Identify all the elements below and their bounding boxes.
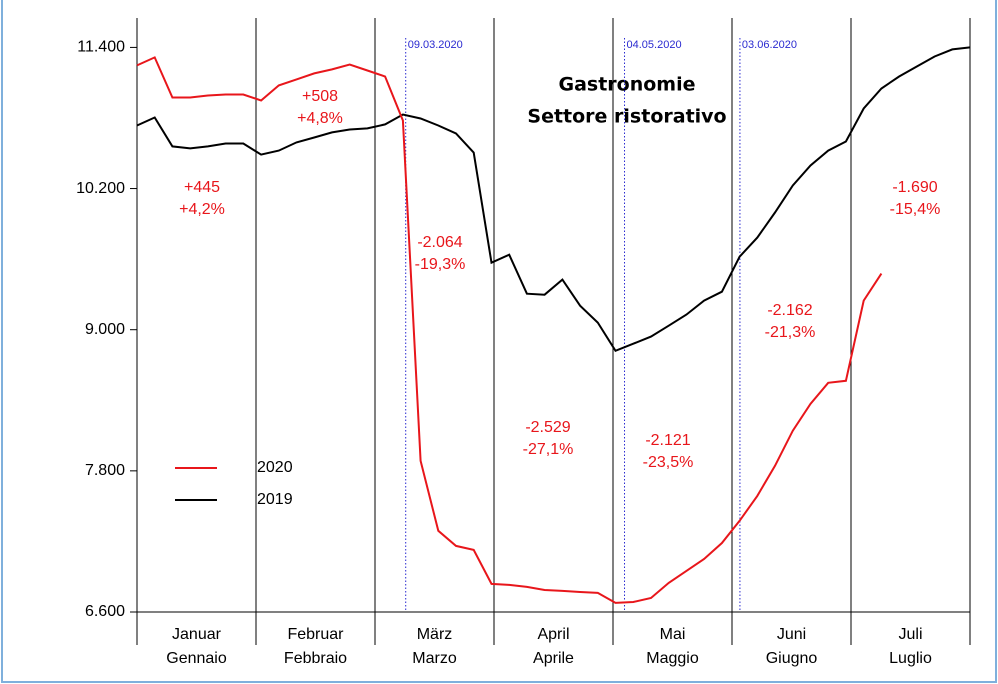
x-tick-label: Febbraio	[284, 650, 347, 667]
month-annotation: -23,5%	[643, 454, 694, 471]
month-annotation: -27,1%	[523, 441, 574, 458]
x-tick-label: Marzo	[412, 650, 457, 667]
month-annotation: -1.690	[892, 179, 937, 196]
x-tick-label: Luglio	[889, 650, 932, 667]
month-annotation: +4,2%	[179, 201, 225, 218]
month-annotation: -2.121	[645, 432, 690, 449]
x-tick-label: Januar	[172, 626, 222, 643]
legend-label: 2020	[257, 459, 293, 476]
y-tick-label: 7.800	[85, 462, 125, 479]
x-tick-label: Giugno	[766, 650, 818, 667]
month-annotation: -2.162	[767, 302, 812, 319]
month-annotation: +4,8%	[297, 110, 343, 127]
date-label: 03.06.2020	[742, 39, 797, 51]
month-annotation: +508	[302, 88, 338, 105]
x-tick-label: Juli	[898, 626, 922, 643]
y-tick-label: 10.200	[76, 180, 125, 197]
series-line	[136, 56, 883, 604]
y-tick-label: 9.000	[85, 321, 125, 338]
date-label: 04.05.2020	[627, 39, 682, 51]
legend-label: 2019	[257, 491, 293, 508]
x-tick-label: Gennaio	[166, 650, 227, 667]
month-annotation: -21,3%	[765, 324, 816, 341]
month-annotation: -2.064	[417, 234, 462, 251]
month-annotation: -19,3%	[415, 256, 466, 273]
month-annotation: -15,4%	[890, 201, 941, 218]
y-tick-label: 11.400	[77, 39, 125, 56]
x-tick-label: April	[537, 626, 569, 643]
y-tick-label: 6.600	[85, 603, 125, 620]
month-annotation: -2.529	[525, 419, 570, 436]
date-label: 09.03.2020	[408, 39, 463, 51]
x-tick-label: März	[417, 626, 453, 643]
x-tick-label: Mai	[660, 626, 686, 643]
month-annotation: +445	[184, 179, 220, 196]
chart-title: Gastronomie	[558, 74, 695, 96]
x-tick-label: Maggio	[646, 650, 699, 667]
x-tick-label: Aprile	[533, 650, 574, 667]
chart-title: Settore ristorativo	[527, 106, 726, 128]
series-line	[136, 46, 971, 353]
x-tick-label: Februar	[287, 626, 344, 643]
x-tick-label: Juni	[777, 626, 806, 643]
